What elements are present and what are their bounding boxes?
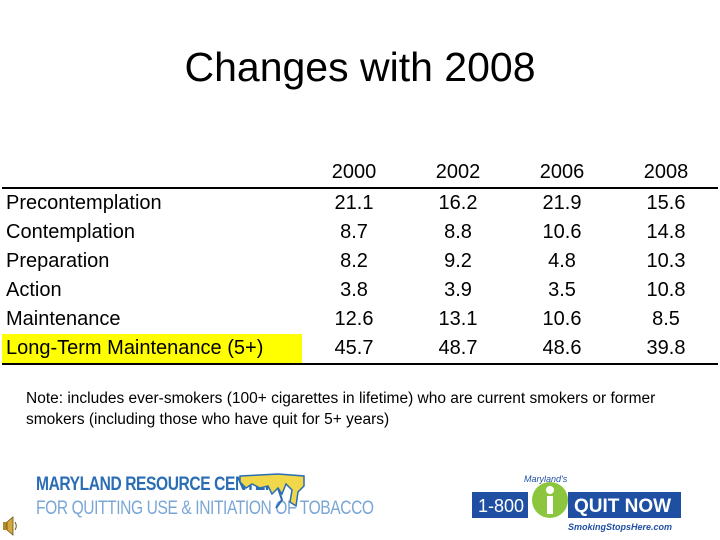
- row-label: Contemplation: [6, 221, 135, 243]
- footnote: Note: includes ever-smokers (100+ cigare…: [26, 390, 656, 428]
- cell-value: 21.1: [334, 192, 374, 214]
- table-header-row: 2000 2002 2006 2008: [2, 158, 718, 188]
- row-label: Maintenance: [6, 308, 121, 330]
- table-row: Contemplation 8.7 8.8 10.6 14.8: [2, 218, 718, 247]
- cell-value: 45.7: [334, 337, 374, 359]
- cell-value: 10.8: [646, 279, 686, 301]
- cell-value: 10.6: [542, 221, 582, 243]
- cell-value: 13.1: [438, 308, 478, 330]
- cell-value: 4.8: [548, 250, 576, 272]
- cell-value: 10.3: [646, 250, 686, 272]
- cell-value: 8.8: [444, 221, 472, 243]
- row-label: Action: [6, 279, 62, 301]
- table-row: Preparation 8.2 9.2 4.8 10.3: [2, 247, 718, 276]
- cell-value: 3.8: [340, 279, 368, 301]
- quitline-person-icon: [532, 482, 568, 518]
- stages-table: 2000 2002 2006 2008 Precontemplation 21.…: [2, 158, 718, 365]
- cell-value: 3.5: [548, 279, 576, 301]
- cell-value: 48.6: [542, 337, 582, 359]
- maryland-resource-center-logo: MARYLAND RESOURCE CENTER FOR QUITTING US…: [36, 474, 374, 530]
- cell-value: 8.5: [652, 308, 680, 330]
- table-row-highlighted: Long-Term Maintenance (5+) 45.7 48.7 48.…: [2, 334, 718, 364]
- quit-main-text: QUIT NOW: [574, 496, 671, 517]
- speaker-icon[interactable]: [2, 515, 18, 537]
- header-year: 2006: [539, 161, 585, 183]
- cell-value: 9.2: [444, 250, 472, 272]
- row-label: Precontemplation: [6, 192, 162, 214]
- table-row: Maintenance 12.6 13.1 10.6 8.5: [2, 305, 718, 334]
- slide-title: Changes with 2008: [184, 44, 536, 90]
- quit-number-text: 1-800: [478, 496, 524, 516]
- logo-line-2: FOR QUITTING USE & INITIATION OF TOBACCO: [36, 498, 374, 519]
- quit-site-text: SmokingStopsHere.com: [568, 522, 672, 532]
- cell-value: 21.9: [542, 192, 582, 214]
- cell-value: 8.2: [340, 250, 368, 272]
- table-row: Precontemplation 21.1 16.2 21.9 15.6: [2, 188, 718, 218]
- cell-value: 15.6: [646, 192, 686, 214]
- cell-value: 8.7: [340, 221, 368, 243]
- quitline-logo: Maryland's 1-800 QUIT NOW SmokingStopsHe…: [472, 474, 681, 532]
- cell-value: 39.8: [646, 337, 686, 359]
- cell-value: 3.9: [444, 279, 472, 301]
- cell-value: 12.6: [334, 308, 374, 330]
- header-year: 2002: [435, 161, 481, 183]
- cell-value: 48.7: [438, 337, 478, 359]
- header-year: 2000: [331, 161, 377, 183]
- row-label-highlighted: Long-Term Maintenance (5+): [2, 334, 302, 364]
- header-year: 2008: [643, 161, 689, 183]
- quit-top-text: Maryland's: [524, 474, 568, 484]
- maryland-map-icon: [239, 473, 305, 509]
- cell-value: 16.2: [438, 192, 478, 214]
- cell-value: 14.8: [646, 221, 686, 243]
- header-label-cell: [2, 158, 302, 188]
- row-label: Preparation: [6, 250, 110, 272]
- table-row: Action 3.8 3.9 3.5 10.8: [2, 276, 718, 305]
- logo-line-1: MARYLAND RESOURCE CENTER: [36, 474, 276, 495]
- cell-value: 10.6: [542, 308, 582, 330]
